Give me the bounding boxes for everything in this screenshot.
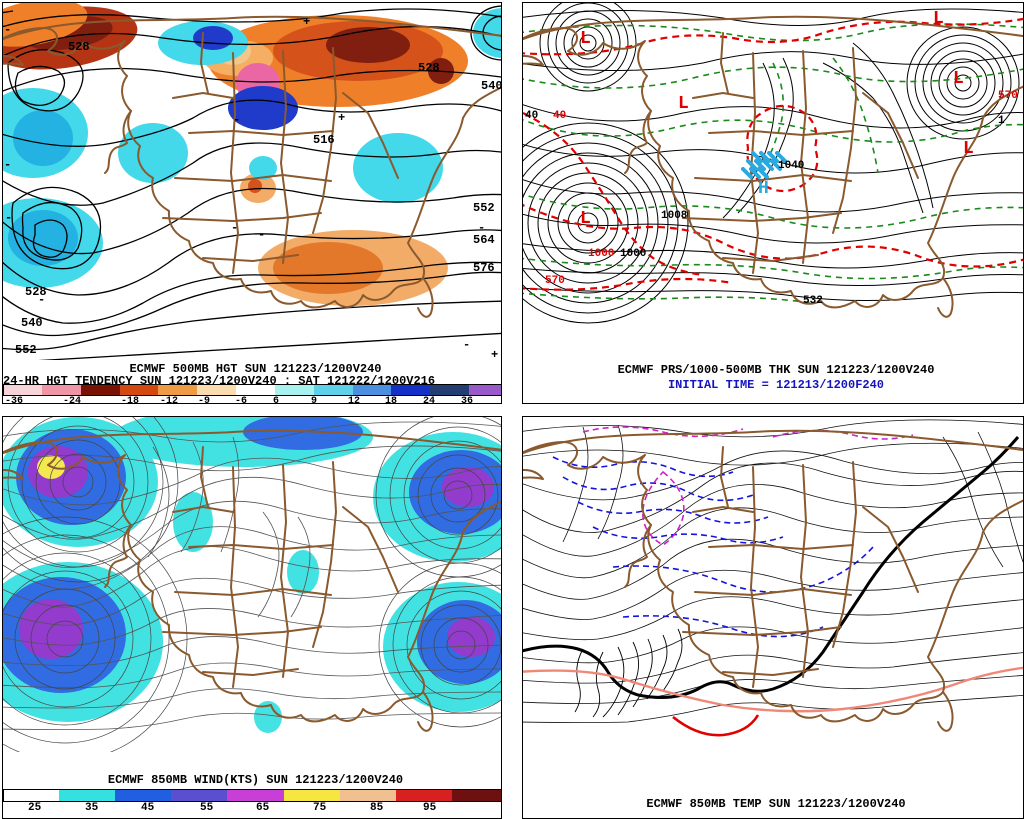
svg-text:528: 528 [418, 61, 440, 75]
svg-text:L: L [963, 139, 974, 159]
svg-text:L: L [953, 69, 964, 89]
svg-text:-: - [38, 293, 45, 307]
svg-text:-: - [4, 158, 11, 172]
svg-text:1: 1 [998, 115, 1005, 127]
svg-text:570: 570 [998, 90, 1018, 102]
svg-text:L: L [678, 94, 689, 114]
svg-text:+: + [491, 348, 498, 362]
svg-text:570: 570 [545, 275, 565, 287]
svg-text:+: + [338, 111, 345, 125]
svg-text:552: 552 [473, 201, 495, 215]
svg-text:1008: 1008 [661, 210, 688, 222]
svg-text:576: 576 [473, 261, 495, 275]
svg-text:-: - [5, 211, 12, 225]
svg-text:1000: 1000 [620, 248, 646, 260]
svg-text:540: 540 [21, 316, 43, 330]
svg-text:-: - [231, 221, 238, 235]
svg-text:-: - [4, 23, 11, 37]
svg-text:564: 564 [473, 233, 495, 247]
svg-text:+: + [303, 15, 310, 29]
svg-text:L: L [580, 29, 591, 49]
svg-text:528: 528 [68, 40, 90, 54]
svg-text:552: 552 [15, 343, 37, 357]
svg-text:40: 40 [553, 110, 566, 122]
svg-text:L: L [580, 209, 591, 229]
svg-text:H: H [758, 179, 769, 199]
svg-text:-: - [233, 113, 240, 127]
svg-text:516: 516 [313, 133, 335, 147]
svg-text:-: - [258, 228, 265, 242]
svg-text:1000: 1000 [588, 248, 614, 260]
svg-text:1040: 1040 [778, 160, 804, 172]
svg-text:-: - [463, 338, 470, 352]
svg-text:L: L [933, 9, 944, 29]
svg-text:532: 532 [803, 295, 823, 307]
svg-text:40: 40 [525, 110, 538, 122]
svg-text:540: 540 [481, 79, 502, 93]
